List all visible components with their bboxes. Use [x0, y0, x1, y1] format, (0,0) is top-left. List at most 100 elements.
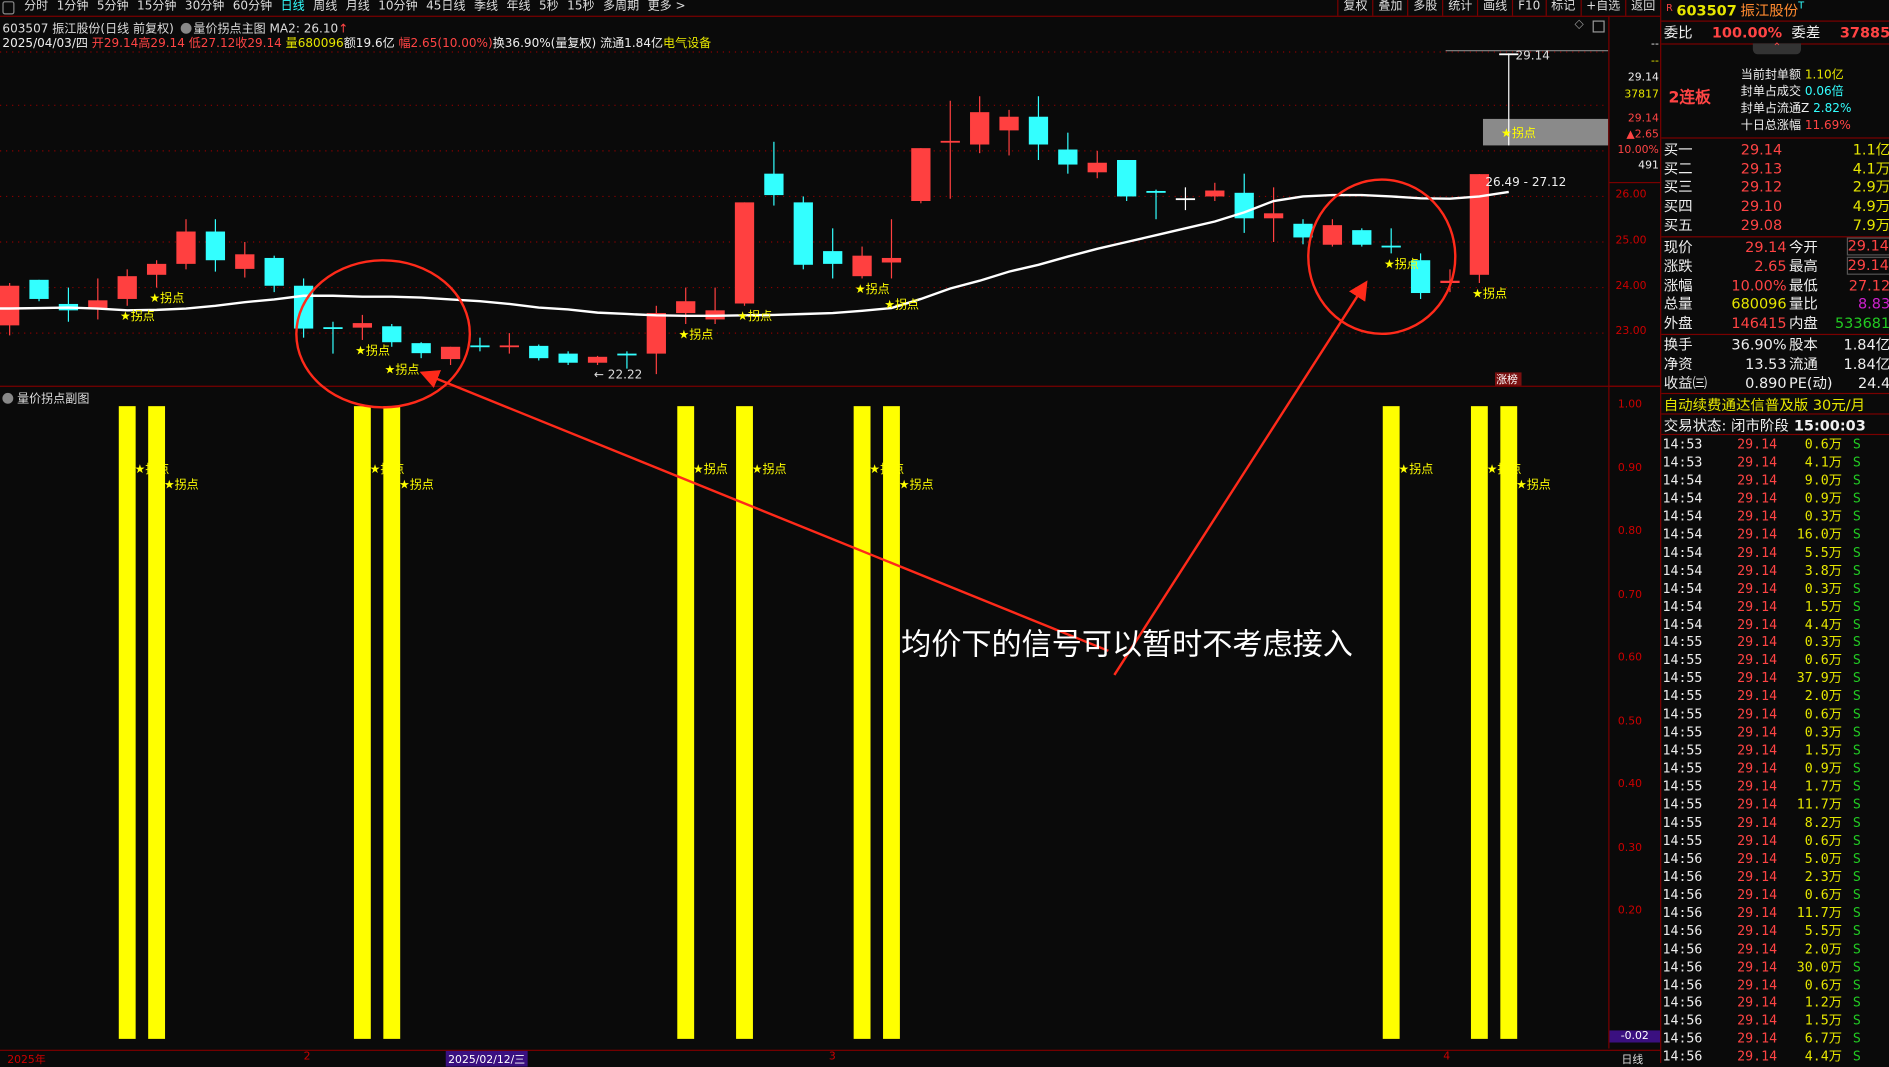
- trade-side: S: [1852, 922, 1861, 939]
- candle-body: [382, 326, 402, 343]
- diamond-icon[interactable]: ◇: [1574, 18, 1584, 32]
- candle-body: [323, 327, 343, 330]
- signal-bar-label: ★拐点: [370, 461, 405, 476]
- tab-5[interactable]: 60分钟: [232, 0, 273, 14]
- candle-body: [146, 263, 167, 275]
- tab-4[interactable]: 30分钟: [184, 0, 225, 14]
- gap-range-label: 26.49 - 27.12: [1485, 175, 1566, 189]
- candlestick-chart[interactable]: ★拐点★拐点★拐点★拐点★拐点★拐点★拐点★拐点★拐点★拐点★拐点← 22.22…: [0, 48, 1609, 387]
- trade-time: 14:54: [1662, 580, 1703, 597]
- trade-side: S: [1852, 472, 1861, 488]
- tab-12[interactable]: 年线: [506, 0, 531, 14]
- sub-current-value: -0.02: [1609, 1030, 1661, 1043]
- trade-price: 29.14: [1737, 526, 1778, 543]
- trade-volume: 5.0万: [1804, 850, 1842, 867]
- trade-volume: 1.2万: [1804, 994, 1842, 1011]
- tab-3[interactable]: 15分钟: [137, 0, 177, 14]
- candle-body: [1205, 190, 1225, 197]
- candle-body: [911, 148, 931, 202]
- tab-13[interactable]: 5秒: [539, 0, 559, 14]
- toolbar-button-7[interactable]: +自选: [1580, 0, 1625, 16]
- toolbar-button-6[interactable]: 标记: [1545, 0, 1580, 16]
- indicator-name[interactable]: 量价拐点主图: [193, 22, 266, 37]
- bid-volume: 1.1亿: [1852, 141, 1889, 158]
- chart-title-line: 603507 振江股份(日线 前复权) 量价拐点主图 MA2: 26.10↑: [2, 18, 348, 36]
- tab-0[interactable]: 分时: [24, 0, 49, 14]
- trade-time: 14:55: [1662, 832, 1703, 849]
- toolbar-button-1[interactable]: 叠加: [1372, 0, 1407, 16]
- panel-toggle-icon[interactable]: [1592, 20, 1605, 33]
- trade-time: 14:55: [1662, 796, 1703, 813]
- trade-row: 14:56 29.14 1.5万 S: [1662, 1012, 1889, 1030]
- trade-time: 14:56: [1662, 1030, 1703, 1047]
- toolbar-button-4[interactable]: 画线: [1477, 0, 1512, 16]
- divider: [1661, 137, 1889, 139]
- bid-row[interactable]: 买三 29.12 2.9万: [1664, 178, 1889, 197]
- tab-7[interactable]: 周线: [313, 0, 338, 14]
- bid-row[interactable]: 买五 29.08 7.9万: [1664, 215, 1889, 234]
- trade-time: 14:56: [1662, 886, 1703, 903]
- info-sector[interactable]: 电气设备: [663, 37, 712, 51]
- seal-row: 封单占流通Z 2.82%: [1741, 98, 1852, 115]
- trade-side: S: [1852, 778, 1861, 795]
- signal-bar-label: ★拐点: [693, 461, 728, 476]
- trade-volume: 9.0万: [1804, 472, 1842, 488]
- menu-icon[interactable]: [2, 1, 15, 15]
- candle-body: [352, 323, 373, 328]
- trade-time: 14:56: [1662, 994, 1703, 1011]
- sub-chart-title[interactable]: 量价拐点副图: [17, 392, 90, 407]
- trade-time: 14:54: [1662, 598, 1703, 615]
- tab-6[interactable]: 日线: [280, 0, 305, 14]
- toolbar-button-3[interactable]: 统计: [1442, 0, 1477, 16]
- signal-sub-chart[interactable]: ★拐点★拐点★拐点★拐点★拐点 ★拐点 ★拐点★拐点★拐点 ★拐点★拐点: [0, 401, 1608, 1048]
- trade-price: 29.14: [1737, 1048, 1778, 1065]
- divider: [1661, 413, 1889, 415]
- bid-row[interactable]: 买四 29.10 4.9万: [1664, 197, 1889, 216]
- trade-side: S: [1852, 724, 1861, 741]
- candle-body: [29, 279, 49, 299]
- tab-16[interactable]: 更多 >: [647, 0, 686, 14]
- trade-price: 29.14: [1737, 436, 1778, 452]
- period-label[interactable]: 日线: [1621, 1054, 1644, 1067]
- tab-9[interactable]: 10分钟: [378, 0, 418, 14]
- tab-14[interactable]: 15秒: [567, 0, 595, 14]
- candle-body: [235, 254, 255, 269]
- bid-label: 买三: [1663, 178, 1693, 196]
- tab-8[interactable]: 月线: [345, 0, 370, 14]
- trade-row: 14:54 29.14 0.9万 S: [1662, 489, 1889, 507]
- candle-body: [793, 202, 813, 265]
- promo-link[interactable]: 自动续费通达信普及版 30元/月: [1663, 396, 1866, 414]
- trade-volume: 0.6万: [1804, 652, 1842, 669]
- trade-volume: 2.0万: [1804, 688, 1842, 705]
- trade-side: S: [1852, 814, 1861, 831]
- candle-body: [1322, 225, 1343, 245]
- trade-volume: 30.0万: [1796, 958, 1842, 975]
- trade-price: 29.14: [1737, 850, 1778, 867]
- divider: [1661, 433, 1889, 436]
- tab-15[interactable]: 多周期: [602, 0, 640, 14]
- toolbar-button-5[interactable]: F10: [1512, 0, 1545, 16]
- price-side-v2: --: [1651, 55, 1659, 68]
- toolbar-button-0[interactable]: 复权: [1337, 0, 1372, 16]
- toolbar-button-2[interactable]: 多股: [1407, 0, 1442, 16]
- signal-bar: [383, 406, 401, 1039]
- trade-side: S: [1852, 904, 1861, 921]
- toolbar-button-8[interactable]: 返回: [1625, 0, 1660, 16]
- bid-row[interactable]: 买一 29.14 1.1亿: [1664, 140, 1889, 159]
- tab-1[interactable]: 1分钟: [56, 0, 89, 14]
- trade-side: S: [1852, 598, 1861, 615]
- info-high: 高29.14: [138, 37, 185, 51]
- gap-box: [1482, 118, 1609, 146]
- trade-time: 14:55: [1662, 652, 1703, 669]
- bid-volume: 4.1万: [1852, 159, 1889, 177]
- indicator-dropdown-icon[interactable]: [180, 22, 191, 34]
- bid-row[interactable]: 买二 29.13 4.1万: [1664, 159, 1889, 178]
- sub-dropdown-icon[interactable]: [2, 392, 14, 404]
- trade-row: 14:55 29.14 0.6万 S: [1662, 831, 1889, 849]
- expand-button[interactable]: ⌃: [1752, 43, 1802, 55]
- tab-10[interactable]: 45日线: [426, 0, 466, 14]
- trade-volume: 4.1万: [1804, 454, 1842, 470]
- seal-label: 当前封单额: [1740, 68, 1802, 82]
- tab-11[interactable]: 季线: [473, 0, 499, 14]
- tab-2[interactable]: 5分钟: [96, 0, 129, 14]
